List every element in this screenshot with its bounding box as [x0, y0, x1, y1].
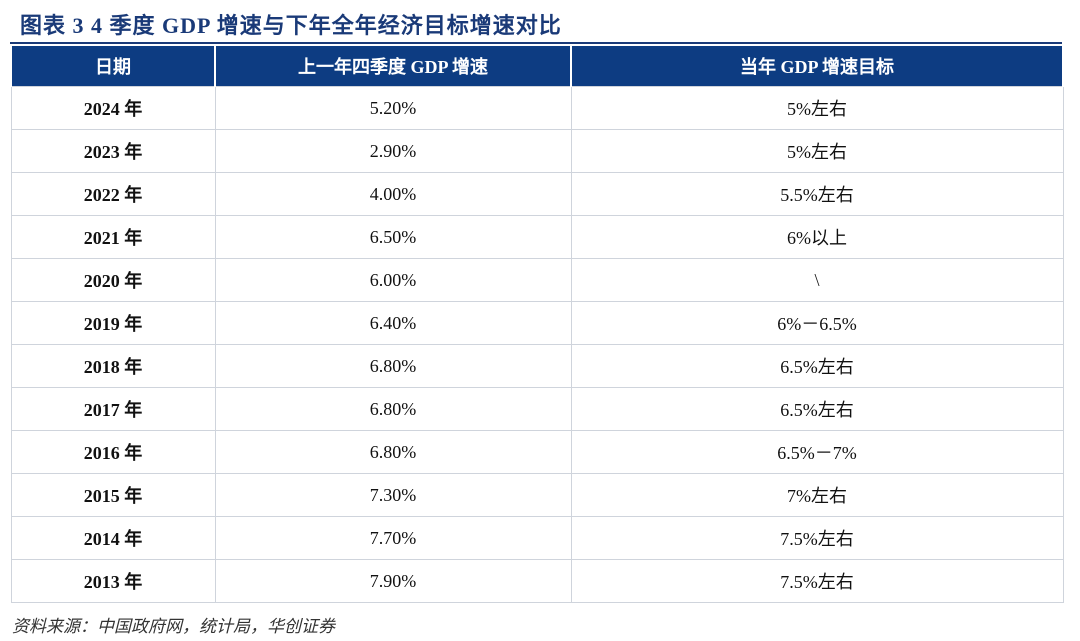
- target-cell: 5%左右: [570, 129, 1064, 173]
- target-cell: 5%左右: [570, 86, 1064, 130]
- table-row: 2019 年 6.40% 6%－6.5%: [10, 301, 1064, 345]
- date-cell: 2022 年: [10, 172, 216, 216]
- date-cell: 2020 年: [10, 258, 216, 302]
- q4-growth-cell: 2.90%: [214, 129, 572, 173]
- source-note: 资料来源：中国政府网，统计局，华创证券: [12, 617, 335, 636]
- q4-growth-cell: 7.30%: [214, 473, 572, 517]
- header-target: 当年 GDP 增速目标: [570, 46, 1064, 87]
- gdp-growth-table: 日期 上一年四季度 GDP 增速 当年 GDP 增速目标 2024 年 5.20%…: [10, 46, 1064, 603]
- q4-growth-cell: 6.50%: [214, 215, 572, 259]
- date-cell: 2021 年: [10, 215, 216, 259]
- header-date: 日期: [10, 46, 216, 87]
- target-cell: 6%－6.5%: [570, 301, 1064, 345]
- date-cell: 2017 年: [10, 387, 216, 431]
- target-cell: 7.5%左右: [570, 516, 1064, 560]
- target-cell: 6.5%左右: [570, 344, 1064, 388]
- date-cell: 2019 年: [10, 301, 216, 345]
- q4-growth-cell: 5.20%: [214, 86, 572, 130]
- q4-growth-cell: 6.00%: [214, 258, 572, 302]
- table-row: 2024 年 5.20% 5%左右: [10, 86, 1064, 130]
- date-cell: 2023 年: [10, 129, 216, 173]
- table-row: 2013 年 7.90% 7.5%左右: [10, 559, 1064, 603]
- title-divider: [10, 42, 1062, 44]
- q4-growth-cell: 4.00%: [214, 172, 572, 216]
- table-row: 2021 年 6.50% 6%以上: [10, 215, 1064, 259]
- date-cell: 2024 年: [10, 86, 216, 130]
- table-row: 2015 年 7.30% 7%左右: [10, 473, 1064, 517]
- date-cell: 2014 年: [10, 516, 216, 560]
- table-row: 2017 年 6.80% 6.5%左右: [10, 387, 1064, 431]
- date-cell: 2015 年: [10, 473, 216, 517]
- target-cell: \: [570, 258, 1064, 302]
- q4-growth-cell: 6.40%: [214, 301, 572, 345]
- table-row: 2014 年 7.70% 7.5%左右: [10, 516, 1064, 560]
- q4-growth-cell: 7.90%: [214, 559, 572, 603]
- target-cell: 5.5%左右: [570, 172, 1064, 216]
- target-cell: 7%左右: [570, 473, 1064, 517]
- table-row: 2023 年 2.90% 5%左右: [10, 129, 1064, 173]
- date-cell: 2016 年: [10, 430, 216, 474]
- date-cell: 2018 年: [10, 344, 216, 388]
- table-header-row: 日期 上一年四季度 GDP 增速 当年 GDP 增速目标: [10, 46, 1064, 87]
- target-cell: 7.5%左右: [570, 559, 1064, 603]
- table-row: 2018 年 6.80% 6.5%左右: [10, 344, 1064, 388]
- figure-title: 图表 3 4 季度 GDP 增速与下年全年经济目标增速对比: [20, 13, 562, 38]
- q4-growth-cell: 6.80%: [214, 387, 572, 431]
- target-cell: 6.5%左右: [570, 387, 1064, 431]
- target-cell: 6.5%－7%: [570, 430, 1064, 474]
- table-row: 2020 年 6.00% \: [10, 258, 1064, 302]
- q4-growth-cell: 6.80%: [214, 430, 572, 474]
- date-cell: 2013 年: [10, 559, 216, 603]
- q4-growth-cell: 6.80%: [214, 344, 572, 388]
- table-body: 2024 年 5.20% 5%左右 2023 年 2.90% 5%左右 2022 年 4.00…: [10, 86, 1064, 603]
- header-q4-growth: 上一年四季度 GDP 增速: [214, 46, 572, 87]
- target-cell: 6%以上: [570, 215, 1064, 259]
- table-row: 2016 年 6.80% 6.5%－7%: [10, 430, 1064, 474]
- table-row: 2022 年 4.00% 5.5%左右: [10, 172, 1064, 216]
- q4-growth-cell: 7.70%: [214, 516, 572, 560]
